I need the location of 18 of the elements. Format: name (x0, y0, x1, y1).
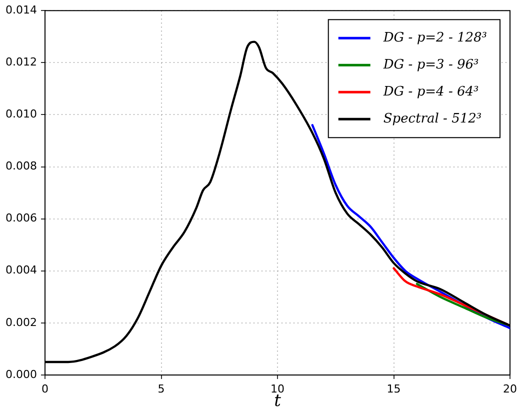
y-tick-label: 0.010 (6, 108, 37, 121)
x-tick-label: 15 (386, 382, 401, 396)
legend-label: DG - p=4 - 64³ (382, 84, 479, 100)
x-tick-label: 0 (42, 382, 48, 396)
legend-label: DG - p=3 - 96³ (382, 57, 479, 72)
legend-label: DG - p=2 - 128³ (382, 30, 488, 46)
y-tick-label: 0.012 (6, 56, 37, 69)
legend-label: Spectral - 512³ (383, 111, 482, 126)
y-tick-label: 0.014 (6, 3, 37, 16)
line-series (311, 124, 510, 330)
y-tick-label: 0.000 (6, 368, 37, 381)
y-tick-label: 0.002 (6, 316, 37, 329)
x-tick-label: 20 (503, 382, 517, 396)
x-tick-label: 5 (158, 382, 165, 396)
y-tick-label: 0.006 (6, 212, 37, 225)
y-tick-label: 0.008 (6, 160, 37, 173)
line-series (416, 282, 510, 327)
y-tick-label: 0.004 (6, 264, 37, 277)
